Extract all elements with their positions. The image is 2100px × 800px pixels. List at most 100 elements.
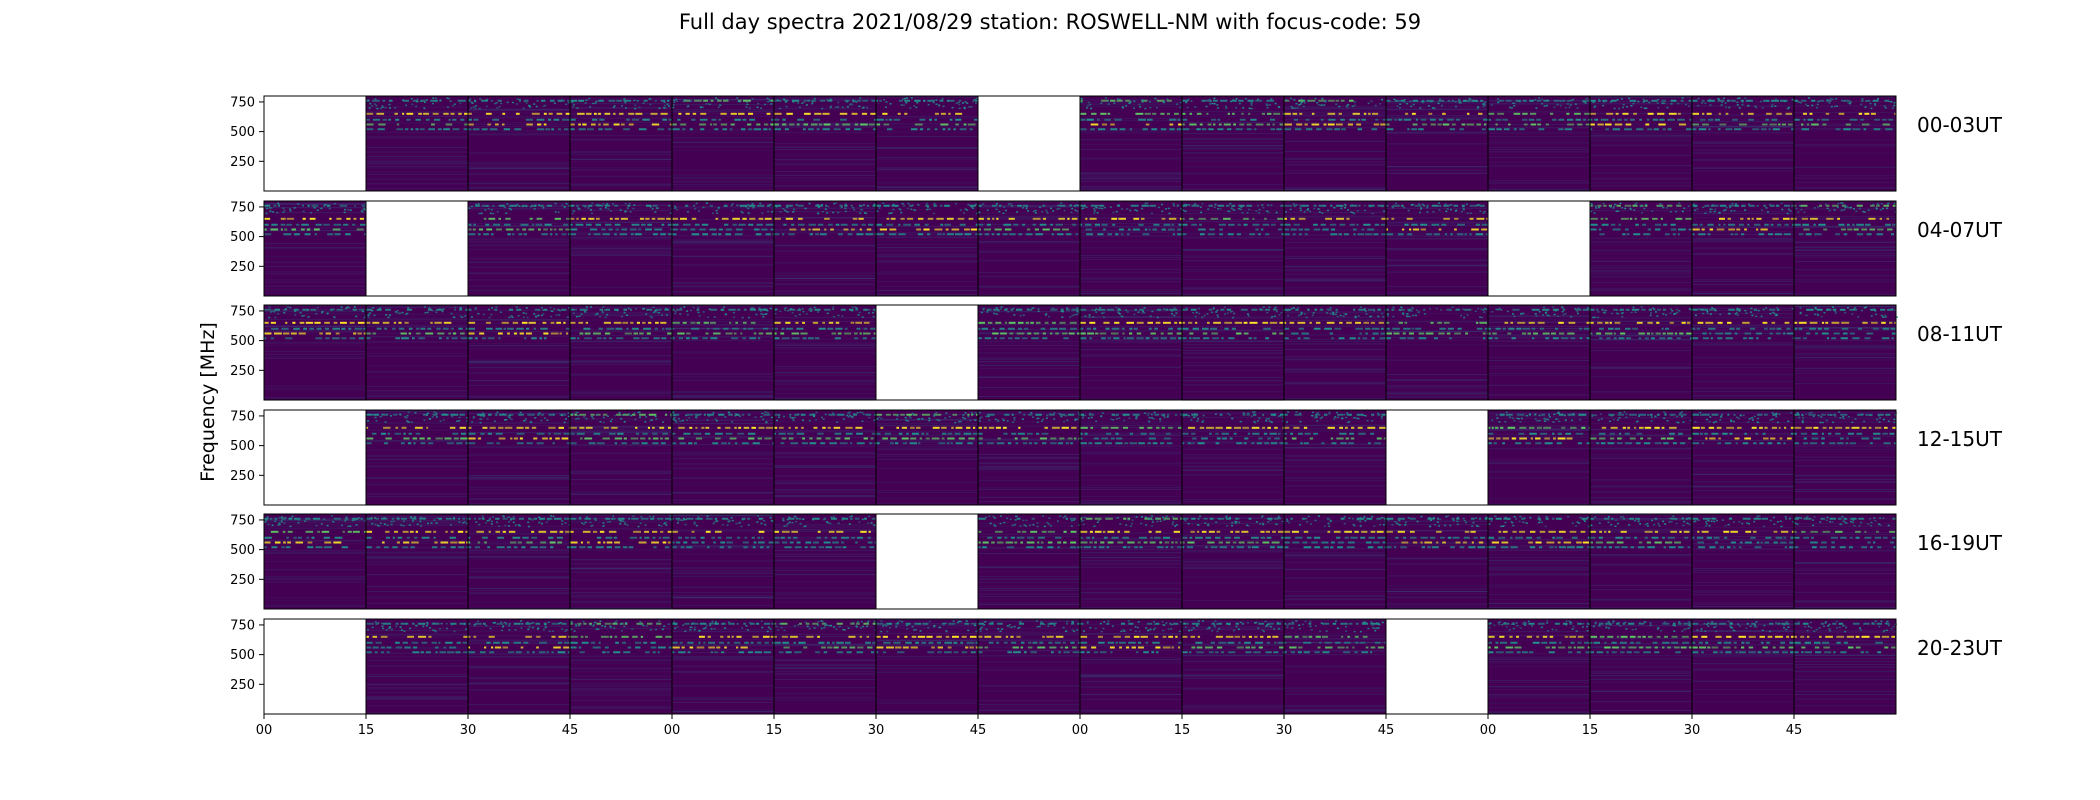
spectrum-segment [1692, 619, 1796, 715]
spectrum-segment [1080, 96, 1184, 191]
segment-frame [1793, 409, 1897, 506]
spectrum-segment [1794, 619, 1897, 715]
y-tick-label: 500 [230, 230, 255, 245]
spectrum-segment [570, 619, 672, 714]
x-tick-label: 00 [1072, 723, 1089, 738]
spectrum-segment [774, 410, 876, 505]
spectrum-segment [1182, 201, 1284, 296]
spectrum-segment [1182, 410, 1285, 505]
spectrum-segment [1386, 96, 1490, 191]
y-tick-label: 750 [230, 95, 255, 110]
spectrum-segment [1488, 619, 1591, 715]
row-label: 20-23UT [1917, 636, 2003, 660]
spectrum-segment [1488, 305, 1591, 400]
x-tick-label: 45 [562, 723, 579, 738]
missing-segment [876, 514, 978, 609]
spectrum-segment [1590, 619, 1692, 714]
spectrum-segment [570, 514, 672, 609]
spectrum-segment [1794, 96, 1896, 192]
spectrum-segment [1692, 514, 1795, 610]
row-panel-04-07UT: 750 500 250 04-07UT [230, 200, 2003, 297]
spectrum-segment [1590, 514, 1694, 609]
spectrum-segment [1488, 410, 1590, 506]
spectrum-segment [264, 514, 367, 609]
missing-segment [366, 201, 468, 296]
segment-frame [1793, 95, 1897, 192]
x-tick-label: 15 [358, 723, 375, 738]
y-tick-label: 250 [230, 678, 255, 693]
x-tick-label: 30 [460, 723, 477, 738]
y-tick-label: 500 [230, 543, 255, 558]
spectrum-segment [570, 305, 672, 400]
spectrum-segment [366, 514, 469, 609]
spectrum-segment [1794, 305, 1898, 400]
spectrum-segment [1284, 201, 1386, 296]
spectrum-segment [1488, 96, 1591, 191]
missing-segment [264, 96, 366, 191]
spectrum-segment [1590, 96, 1692, 191]
spectrum-segment [1182, 305, 1285, 401]
y-tick-label: 250 [230, 260, 255, 275]
spectrum-segment [1692, 96, 1796, 191]
y-tick-label: 500 [230, 125, 255, 140]
spectrum-segment [978, 619, 1080, 715]
row-label: 08-11UT [1917, 322, 2003, 346]
spectrum-segment [468, 619, 570, 714]
row-label: 00-03UT [1917, 113, 2003, 137]
y-tick-label: 250 [230, 364, 255, 379]
missing-segment [264, 410, 366, 505]
spectrum-segment [672, 305, 774, 400]
spectrum-segment [672, 514, 774, 609]
spectrum-segment [1284, 305, 1386, 400]
spectrum-segment [876, 619, 980, 715]
x-tick-label: 45 [1378, 723, 1395, 738]
x-tick-label: 30 [868, 723, 885, 738]
x-tick-label: 45 [1786, 723, 1803, 738]
row-panel-20-23UT: 750 500 250 20-23UT [230, 618, 2003, 715]
spectrum-segment [366, 619, 468, 714]
spectrum-segment [1080, 201, 1183, 297]
spectrum-segment [1182, 96, 1286, 191]
spectrum-segment [1692, 305, 1794, 400]
spectrum-segment [1284, 619, 1386, 714]
segment-frame [1793, 513, 1897, 610]
y-tick-label: 750 [230, 200, 255, 215]
spectrum-segment [774, 96, 878, 191]
spectrum-segment [1386, 201, 1488, 296]
spectrum-segment [1080, 410, 1182, 506]
spectrum-segment [468, 514, 572, 609]
x-tick-label: 15 [1582, 723, 1599, 738]
spectrum-segment [264, 201, 367, 297]
spectrum-segment [264, 305, 368, 401]
segment-frame [1793, 618, 1897, 715]
spectrum-segment [774, 305, 877, 401]
spectrum-segment [1794, 514, 1896, 609]
spectrum-segment [1386, 305, 1488, 401]
spectrum-segment [1794, 201, 1897, 296]
row-label: 04-07UT [1917, 218, 2003, 242]
spectrum-segment [1692, 410, 1795, 506]
missing-segment [1386, 410, 1488, 505]
row-label: 16-19UT [1917, 531, 2003, 555]
missing-segment [1488, 201, 1590, 296]
x-tick-label: 00 [256, 723, 273, 738]
y-tick-label: 250 [230, 573, 255, 588]
segment-frame [1793, 200, 1897, 297]
missing-segment [264, 619, 366, 714]
spectrum-segment [570, 96, 672, 191]
spectrum-segment [672, 96, 774, 191]
spectrum-segment [1488, 514, 1590, 609]
spectrum-segment [978, 410, 1081, 506]
spectrum-segment [1284, 96, 1386, 191]
spectrum-segment [570, 410, 673, 505]
spectrum-segment [1386, 514, 1488, 609]
spectrum-segment [1590, 305, 1692, 400]
spectrum-segment [672, 201, 775, 296]
spectrum-segment [774, 514, 877, 609]
spectrum-segment [774, 201, 876, 296]
spectrum-segment [1182, 514, 1284, 609]
spectrum-segment [1284, 514, 1387, 609]
spectrum-segment [876, 410, 978, 505]
segment-frame [1793, 304, 1897, 401]
